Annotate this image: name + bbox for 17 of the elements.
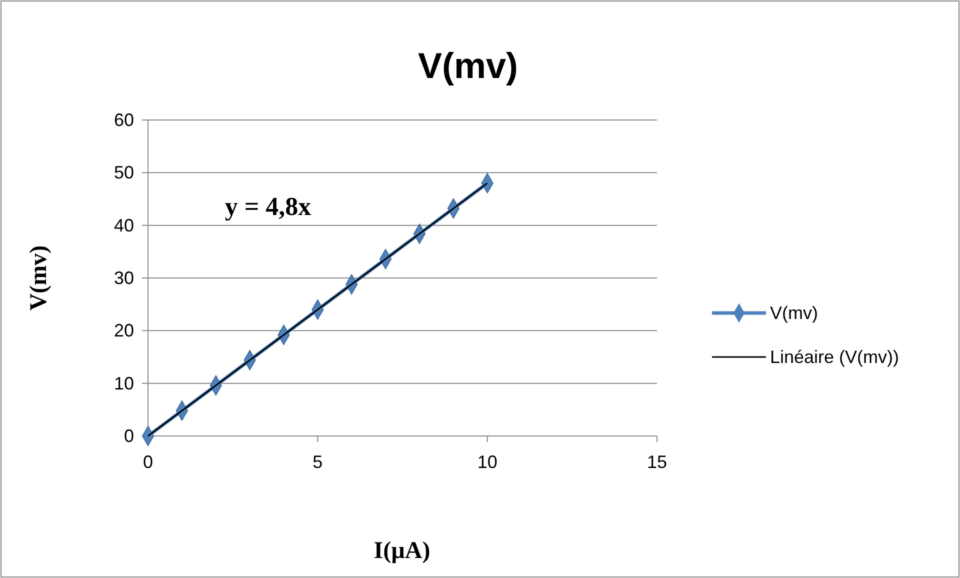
y-tick-label: 50 <box>114 162 134 183</box>
y-tick-label: 30 <box>114 268 134 288</box>
x-tick-label: 0 <box>142 452 154 472</box>
y-tick-label: 60 <box>114 110 134 130</box>
annotation: y = 4,8x <box>224 192 312 221</box>
x-tick-label: 5 <box>312 452 323 472</box>
x-tick-label: 10 <box>477 452 498 472</box>
legend-label: Linéaire (V(mv)) <box>770 347 900 367</box>
y-tick-label: 0 <box>124 426 134 446</box>
x-axis-title: I(µA) <box>374 538 430 564</box>
chart-title: V(mv) <box>418 45 518 86</box>
y-tick-label: 40 <box>114 215 134 236</box>
y-axis-title: V(mv) <box>26 245 52 311</box>
y-tick-label: 10 <box>114 373 134 394</box>
y-tick-label: 20 <box>114 320 134 341</box>
x-tick-label: 15 <box>646 452 668 472</box>
legend-label: V(mv) <box>770 303 818 323</box>
